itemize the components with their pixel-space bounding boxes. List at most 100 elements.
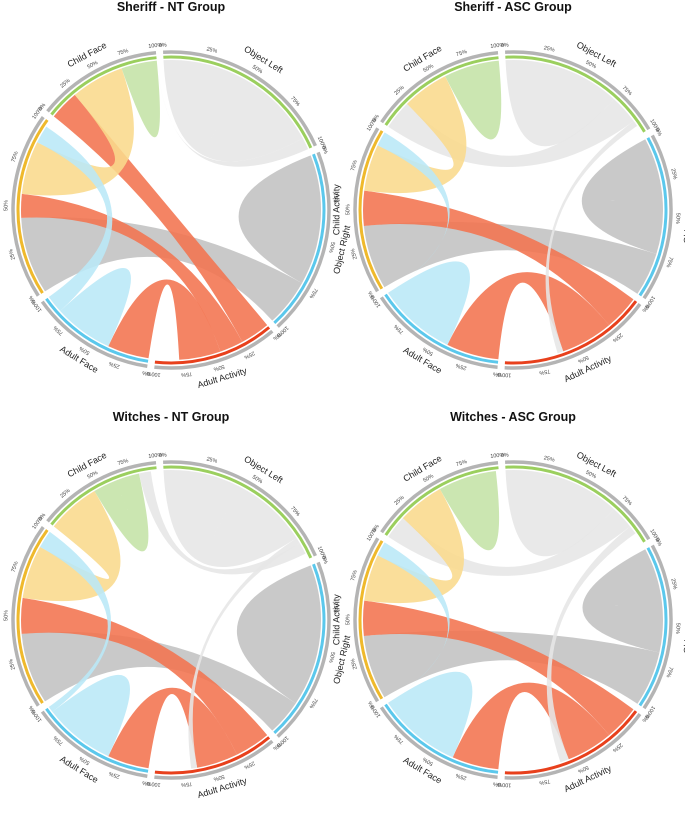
ribbons (363, 470, 663, 770)
ribbon-child-face-to-child-face (94, 473, 149, 552)
outer-ring-adult-activity (154, 329, 274, 370)
tick-label: 100% (316, 546, 327, 561)
tick-label: 0% (28, 294, 37, 304)
outer-ring-child-face (380, 50, 499, 124)
tick-label: 25% (669, 578, 677, 590)
outer-ring-adult-face (40, 710, 148, 778)
tick-label: 75% (117, 48, 129, 57)
tick-label: 25% (350, 658, 359, 670)
tick-label: 25% (543, 455, 555, 463)
tick-label: 100% (148, 43, 163, 50)
tick-label: 50% (345, 204, 351, 215)
panel-title: Witches - NT Group (112, 410, 230, 424)
tick-label: 0% (367, 700, 376, 710)
ring-child-activity (358, 130, 384, 290)
panel-title: Sheriff - ASC Group (454, 0, 572, 14)
tick-label: 75% (539, 367, 551, 375)
tick-label: 75% (181, 780, 193, 787)
panel-witches-nt: Witches - NT Group 0% 25% 50% 75% 100% Object… (0, 410, 352, 820)
ribbon-adult-face-to-child-activity (39, 531, 112, 712)
ribbon-object-right-to-child-activity (21, 631, 296, 731)
outer-ring-adult-activity (504, 713, 642, 780)
ribbon-object-left-to-adult-activity (188, 537, 300, 769)
tick-label: 75% (289, 506, 301, 518)
tick-label: 25% (206, 456, 218, 465)
tick-label: 0% (271, 741, 281, 751)
ring-child-face (384, 56, 499, 126)
chord-diagram: 0%25%50%75%100%Object Left0%25%50%75%100… (0, 450, 352, 800)
tick-label: 75% (181, 370, 193, 377)
outer-ring-child-activity (353, 127, 380, 293)
ribbon-object-right-to-child-activity (363, 221, 657, 294)
tick-label: 50% (86, 60, 99, 71)
ring-adult-face (45, 707, 149, 773)
outer-ring-child-activity (353, 537, 380, 703)
tick-label: 0% (654, 537, 663, 547)
tick-label: 50% (213, 773, 225, 782)
tick-label: 100% (146, 780, 161, 787)
tick-label: 50% (251, 474, 264, 485)
tick-label: 50% (327, 241, 335, 253)
tick-label: 100% (497, 781, 511, 788)
segment-label-child-activity: Child Activity (331, 184, 341, 236)
tick-label: 50% (78, 755, 91, 766)
tick-label: 50% (78, 345, 91, 356)
ribbon-adult-face-to-child-activity (377, 132, 450, 293)
ring-object-right (638, 547, 668, 707)
tick-label: 0% (371, 524, 380, 534)
ribbon-adult-activity-to-adult-face (452, 682, 610, 770)
tick-label: 75% (11, 561, 20, 573)
ribbon-child-activity-to-child-face (364, 489, 464, 604)
tick-label: 0% (367, 290, 376, 300)
ribbon-adult-activity-to-child-activity (363, 600, 634, 736)
tick-label: 25% (59, 488, 71, 500)
ring-adult-activity (504, 300, 638, 365)
tick-label: 50% (213, 363, 225, 372)
tick-label: 0% (501, 42, 509, 48)
ribbon-object-left-to-object-left (163, 470, 297, 567)
outer-ring-adult-face (40, 300, 148, 368)
tick-label: 75% (664, 666, 673, 678)
tick-label: 100% (146, 370, 161, 377)
tick-label: 100% (490, 453, 505, 460)
tick-label: 50% (86, 470, 99, 481)
ring-adult-face (45, 297, 149, 363)
ribbon-child-face-to-child-face (439, 470, 500, 551)
tick-label: 25% (455, 362, 467, 371)
tick-label: 50% (422, 63, 435, 74)
tick-label: 75% (52, 734, 64, 746)
ribbon-object-right-to-object-right (582, 549, 663, 653)
outer-ring-object-right (276, 151, 331, 328)
ring-adult-activity (154, 326, 271, 365)
tick-label: 25% (8, 248, 17, 260)
outer-ring-object-left (163, 50, 317, 147)
ribbon-adult-activity-to-child-activity (20, 193, 243, 352)
outer-ring-object-right (276, 561, 331, 738)
ring-object-right (273, 153, 326, 324)
tick-label: 75% (350, 570, 359, 582)
segment-label-object-right: Object Right (682, 193, 685, 243)
tick-label: 0% (38, 102, 48, 112)
ring-child-activity (16, 119, 49, 294)
ring-child-face (50, 466, 157, 526)
panel-witches-asc: Witches - ASC Group 0% 25% 50% 75% 100% Objec… (331, 410, 685, 820)
outer-ring-child-face (380, 460, 499, 534)
ribbon-child-activity-to-child-face (22, 491, 121, 602)
ribbon-adult-face-to-adult-face (388, 671, 473, 758)
outer-ring-child-activity (11, 526, 45, 707)
tick-label: 50% (3, 200, 9, 211)
tick-label: 50% (422, 346, 435, 357)
tick-label: 0% (654, 127, 663, 137)
tick-label: 75% (52, 324, 64, 336)
panel-title: Sheriff - NT Group (116, 0, 226, 14)
tick-label: 0% (28, 704, 37, 714)
tick-label: 0% (371, 114, 380, 124)
tick-label: 25% (455, 772, 467, 781)
ring-object-left (163, 465, 313, 559)
ribbon-object-left-to-adult-activity (545, 121, 638, 354)
outer-ring-child-face (46, 50, 157, 113)
ribbon-object-left-to-adult-activity (546, 526, 636, 763)
ring-object-left (505, 465, 646, 543)
outer-ring-object-left (505, 460, 651, 541)
ribbon-object-right-to-object-right (236, 565, 321, 704)
